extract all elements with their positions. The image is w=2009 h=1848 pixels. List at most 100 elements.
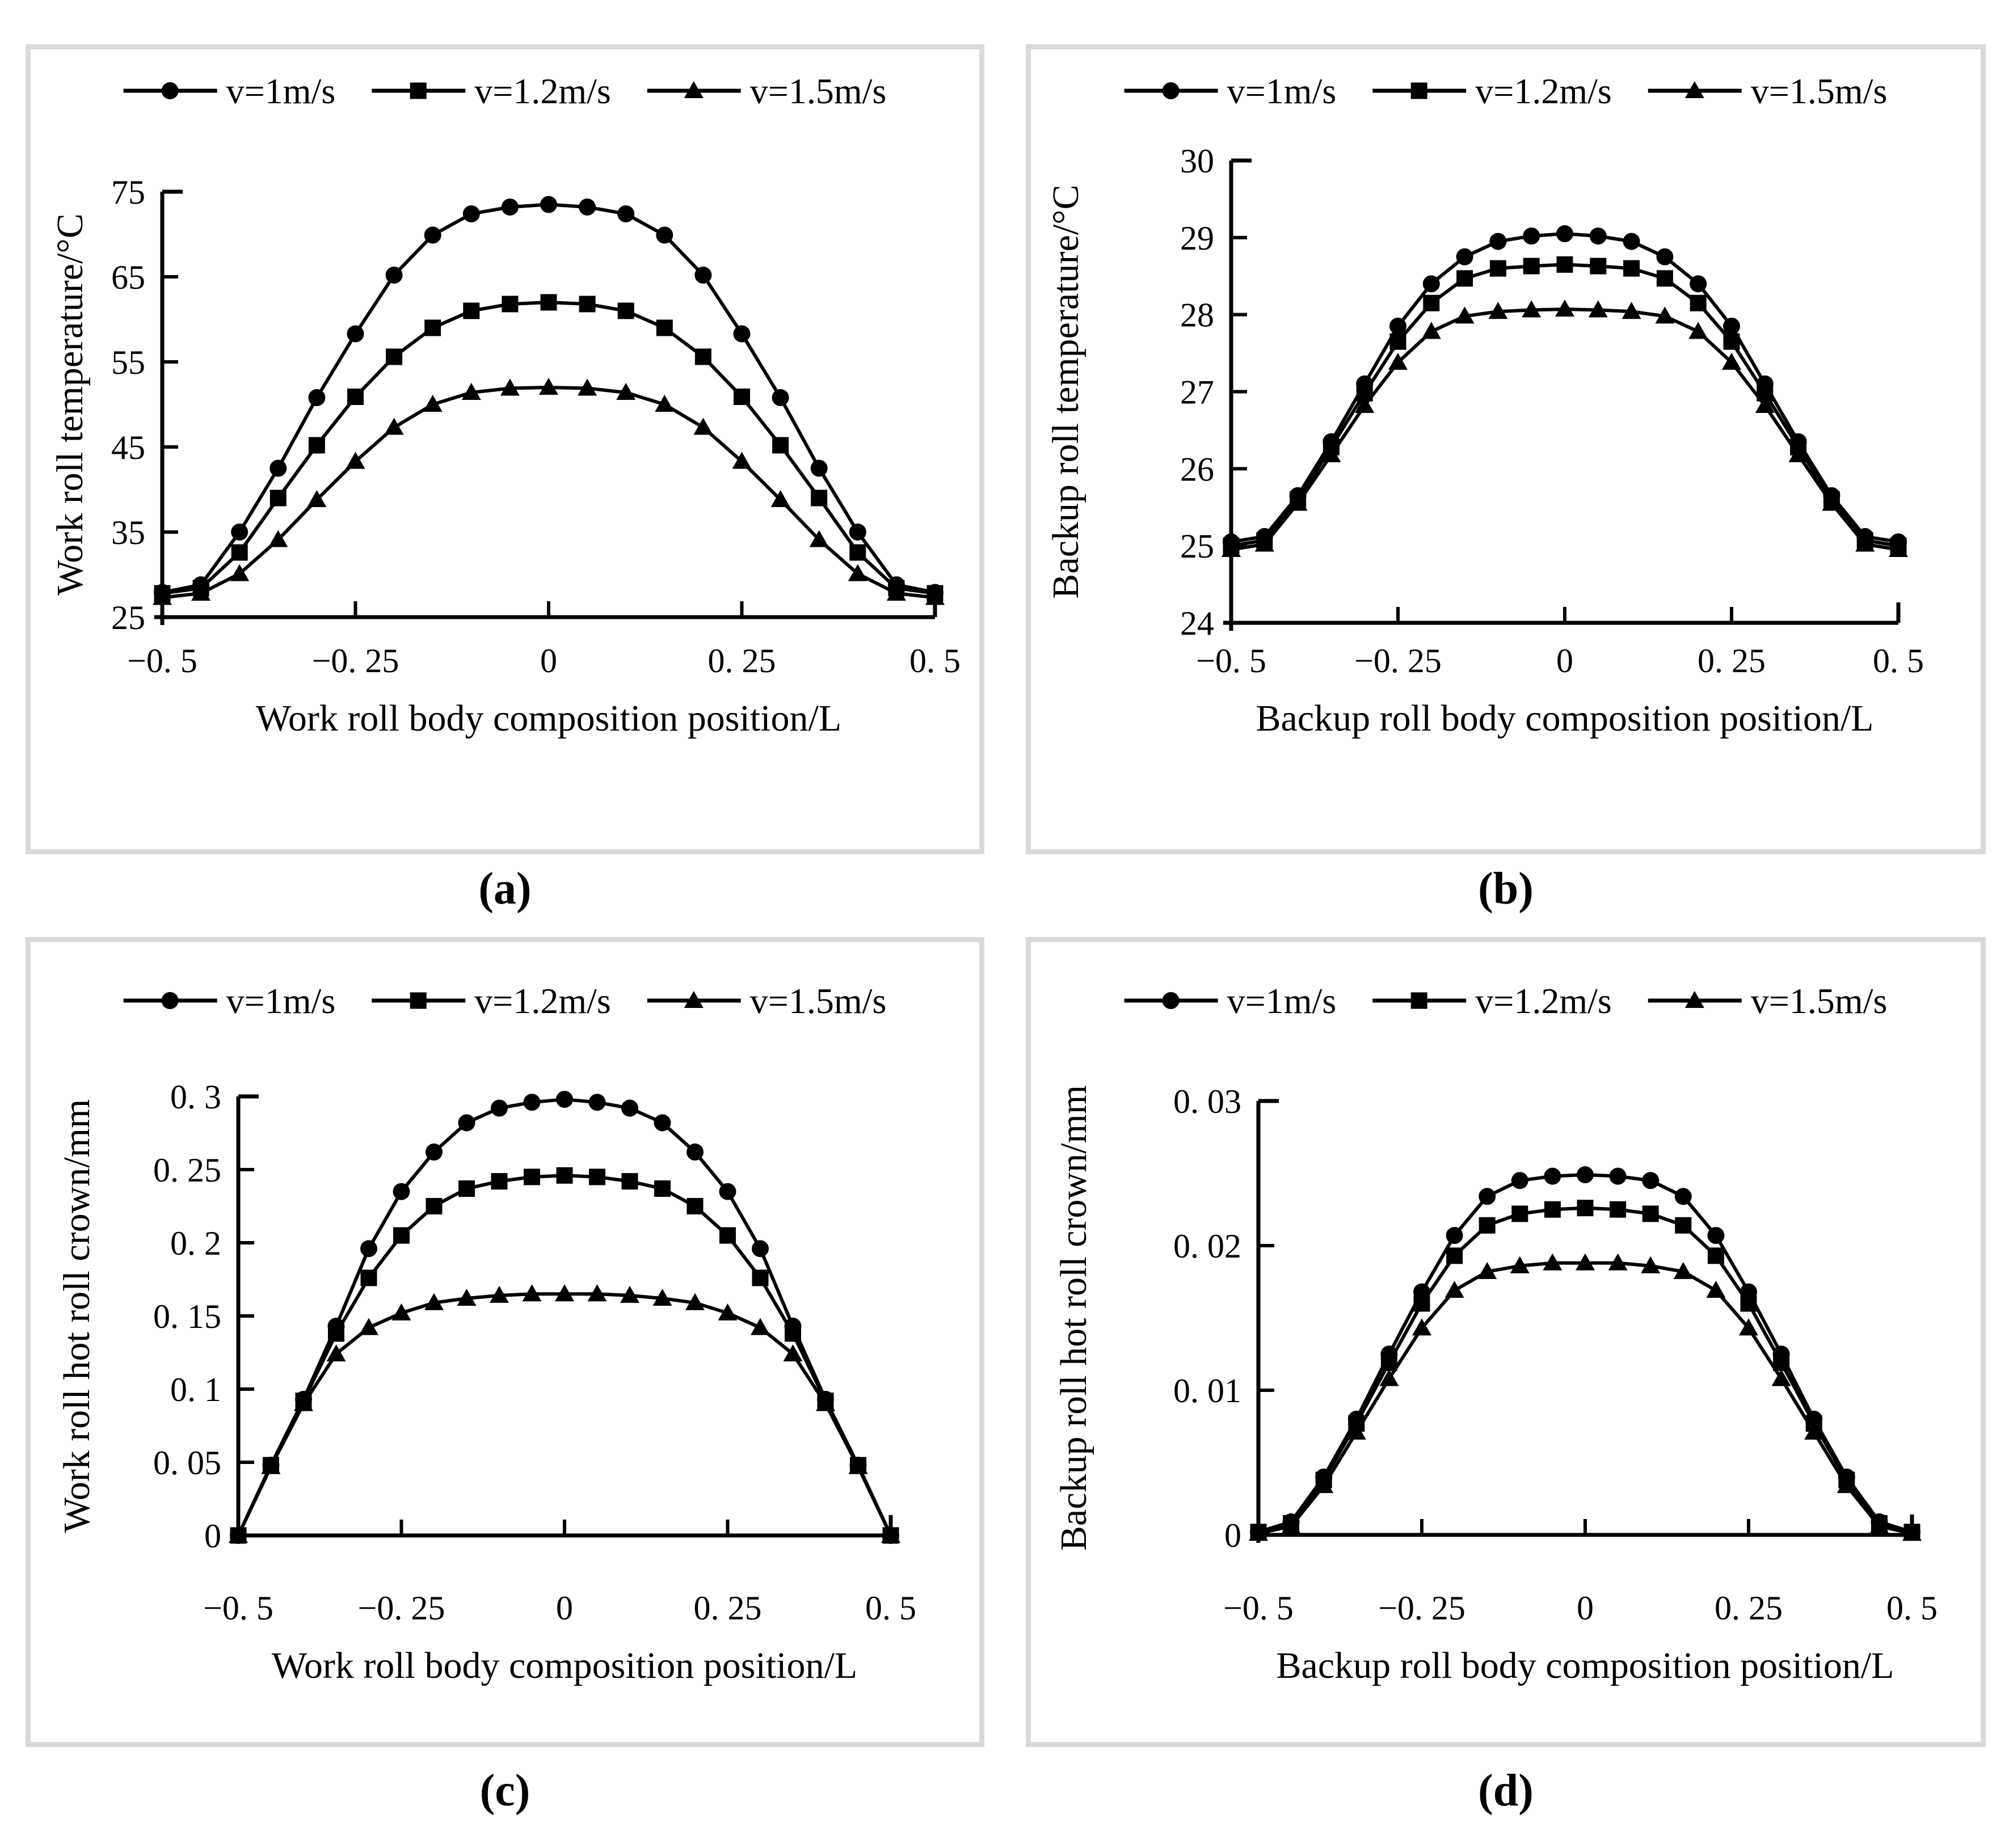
legend-item: v=1.5m/s: [1648, 981, 1887, 1021]
data-point-marker: [328, 1325, 344, 1342]
data-point-marker: [1544, 1167, 1561, 1185]
x-axis-title: Backup roll body composition position/L: [1277, 1645, 1894, 1686]
data-point-marker: [1656, 270, 1673, 287]
data-point-marker: [1623, 233, 1640, 250]
legend-label: v=1.5m/s: [750, 981, 887, 1021]
data-point-marker: [556, 1091, 573, 1108]
y-tick-label: 45: [111, 429, 145, 466]
series-triangle: [1222, 299, 1908, 557]
data-point-marker: [1544, 1201, 1561, 1218]
data-point-marker: [191, 584, 211, 601]
series-line: [1231, 232, 1899, 544]
data-point-marker: [540, 294, 557, 311]
x-axis-title: Work roll body composition position/L: [256, 698, 841, 739]
data-point-marker: [616, 383, 636, 400]
data-point-marker: [1389, 333, 1406, 350]
y-tick-label: 0. 3: [170, 1078, 221, 1116]
data-point-marker: [654, 1180, 671, 1197]
data-point-marker: [1254, 534, 1274, 552]
data-point-marker: [555, 1284, 574, 1302]
data-point-marker: [886, 584, 906, 601]
series-triangle: [1249, 1253, 1922, 1541]
data-point-marker: [617, 302, 634, 319]
legend-label: v=1.2m/s: [474, 981, 611, 1021]
y-tick-label: 28: [1180, 297, 1214, 334]
series-square: [1250, 1200, 1920, 1541]
y-tick-label: 75: [111, 174, 145, 211]
data-point-marker: [685, 1293, 705, 1310]
y-tick-label: 26: [1180, 450, 1214, 488]
data-point-marker: [463, 302, 480, 319]
series-line: [1258, 1261, 1913, 1535]
series-line: [162, 300, 936, 595]
data-point-marker: [719, 1183, 736, 1200]
data-point-marker: [849, 544, 866, 561]
x-tick-label: 0. 25: [1715, 1589, 1783, 1627]
data-point-marker: [385, 267, 403, 284]
legend-circle-icon: [1162, 82, 1180, 99]
caption-b: (b): [1478, 864, 1534, 914]
legend-item: v=1m/s: [123, 981, 335, 1021]
data-point-marker: [1446, 1227, 1463, 1244]
legend-square-icon: [410, 992, 427, 1009]
x-tick-label: −0. 5: [127, 642, 197, 680]
series-circle: [1250, 1166, 1920, 1541]
y-tick-label: 30: [1180, 142, 1214, 180]
data-point-marker: [346, 452, 365, 469]
data-point-marker: [1489, 233, 1507, 250]
x-tick-label: 0. 5: [865, 1589, 916, 1627]
data-point-marker: [1641, 1256, 1661, 1273]
data-point-marker: [1412, 1318, 1431, 1336]
data-point-marker: [386, 348, 403, 365]
series-line: [1258, 1173, 1913, 1534]
data-point-marker: [426, 1198, 443, 1214]
legend-item: v=1.5m/s: [647, 981, 887, 1021]
data-point-marker: [1642, 1205, 1659, 1222]
data-point-marker: [1523, 227, 1540, 245]
data-point-marker: [1511, 1205, 1528, 1222]
data-point-marker: [1723, 318, 1740, 335]
legend-triangle-icon: [684, 991, 704, 1008]
legend-item: v=1m/s: [123, 71, 335, 111]
axes: [154, 189, 937, 625]
legend-item: v=1m/s: [1124, 981, 1336, 1021]
y-tick-label: 0. 03: [1173, 1083, 1241, 1120]
legend-triangle-icon: [684, 81, 704, 98]
caption-c: (c): [479, 1766, 530, 1816]
data-point-marker: [1690, 275, 1707, 293]
data-point-marker: [307, 490, 327, 507]
data-point-marker: [1555, 299, 1574, 317]
data-point-marker: [491, 1099, 508, 1117]
data-point-marker: [848, 564, 867, 581]
y-tick-label: 24: [1180, 605, 1214, 642]
data-point-marker: [652, 1289, 672, 1306]
data-point-marker: [384, 417, 404, 435]
data-point-marker: [1706, 1281, 1726, 1298]
data-point-marker: [424, 1293, 444, 1310]
data-point-marker: [1422, 275, 1440, 293]
legend-item: v=1.2m/s: [1372, 981, 1612, 1021]
data-point-marker: [1281, 1516, 1301, 1534]
data-point-marker: [694, 267, 712, 284]
data-point-marker: [1522, 300, 1542, 318]
data-point-marker: [770, 490, 790, 507]
data-point-marker: [153, 588, 172, 605]
data-point-marker: [1589, 227, 1607, 245]
work-roll-hot-roll-crown-chart: −0. 5 −0. 25 0 0. 25 0. 5 0 0. 05 0. 1 0. 15 0. 2…: [56, 981, 916, 1686]
data-point-marker: [589, 1168, 605, 1185]
data-point-marker: [656, 319, 673, 336]
y-tick-label: 0. 15: [153, 1298, 221, 1335]
data-point-marker: [1837, 1476, 1856, 1493]
data-point-marker: [1388, 352, 1408, 370]
data-point-marker: [1389, 318, 1406, 335]
legend-square-icon: [410, 82, 427, 99]
data-point-marker: [718, 1303, 738, 1320]
x-tick-label: 0: [540, 642, 557, 680]
y-tick-label: 0. 1: [170, 1371, 221, 1408]
data-point-marker: [231, 524, 249, 541]
x-tick-label: −0. 5: [203, 1589, 273, 1627]
x-tick-label: 0. 5: [909, 642, 961, 680]
data-point-marker: [424, 319, 441, 336]
data-point-marker: [783, 1344, 803, 1362]
tick-labels: −0. 5 −0. 25 0 0. 25 0. 5 0 0. 01 0. 02 0. 03: [1173, 1083, 1938, 1627]
